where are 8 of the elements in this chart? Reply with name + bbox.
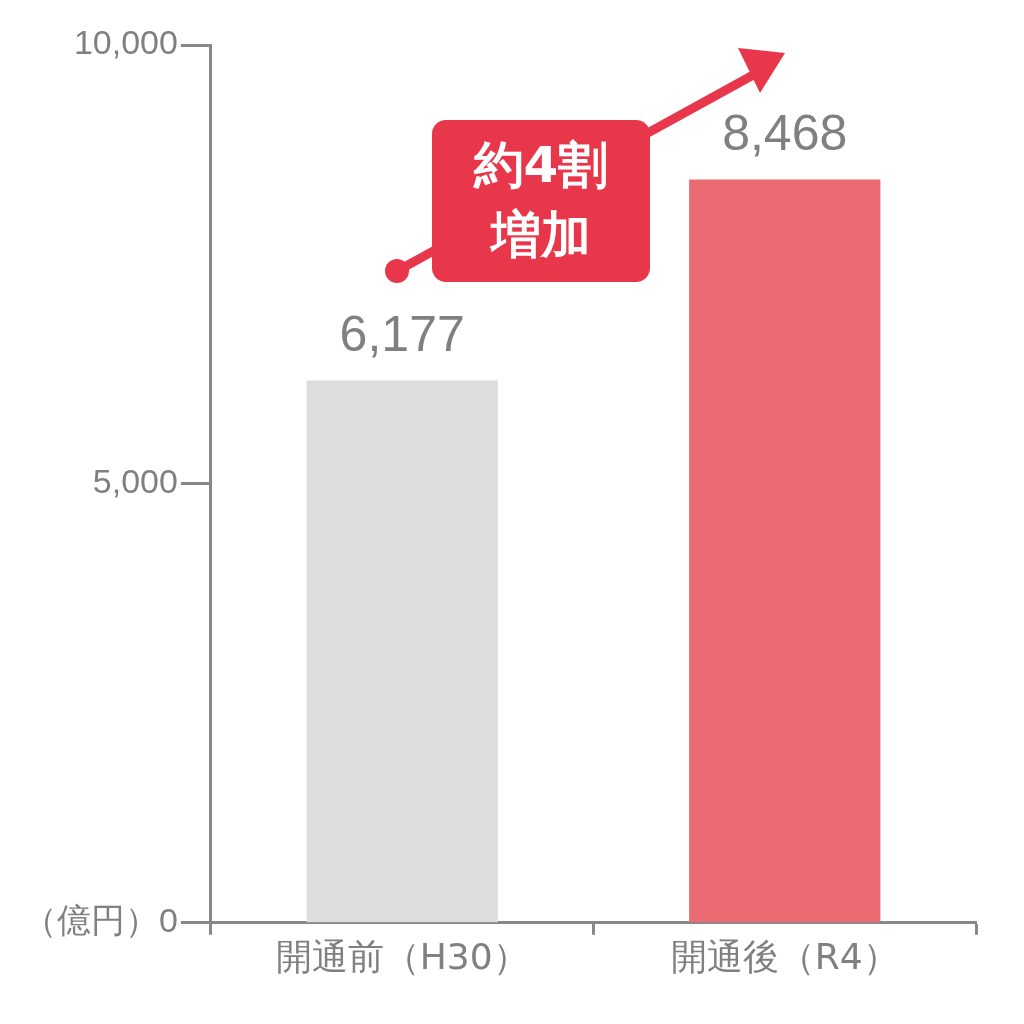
data-label: 6,177 <box>339 306 465 363</box>
y-tick-label: （億円）0 <box>22 901 178 940</box>
x-tick-label: 開通後（R4） <box>670 935 899 977</box>
data-label: 8,468 <box>722 105 848 162</box>
y-tick-label: 5,000 <box>92 462 178 501</box>
y-tick-label: 10,000 <box>73 23 178 62</box>
annotation: 約4割増加 <box>432 120 650 282</box>
x-tick-label: 開通前（H30） <box>275 935 529 977</box>
